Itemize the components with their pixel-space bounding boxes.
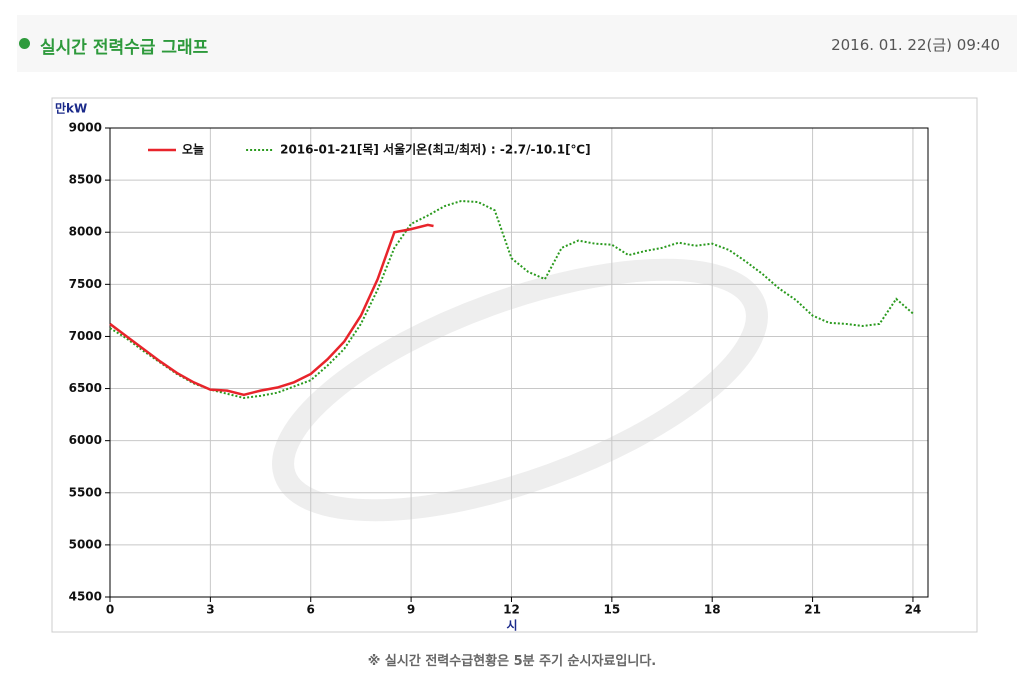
header-bar (17, 15, 1017, 72)
y-tick-label: 8000 (69, 225, 102, 239)
legend-label: 오늘 (182, 143, 204, 157)
x-tick-label: 18 (704, 603, 721, 617)
x-tick-label: 24 (905, 603, 922, 617)
watermark (272, 258, 768, 522)
y-unit: 만kW (55, 101, 87, 116)
y-tick-label: 6000 (69, 433, 102, 447)
y-tick-label: 7500 (69, 277, 102, 291)
plot-border (109, 127, 929, 598)
y-tick-label: 5000 (69, 537, 102, 551)
x-axis-label: 시 (506, 619, 517, 633)
y-tick-label: 8500 (69, 173, 102, 187)
x-tick-label: 9 (407, 603, 415, 617)
legend-label: 2016-01-21[목] 서울기온(최고/최저) : -2.7/-10.1[℃… (280, 142, 590, 157)
chart-frame (51, 97, 978, 633)
x-tick-label: 6 (307, 603, 315, 617)
y-tick-label: 6500 (69, 381, 102, 395)
y-tick-label: 9000 (69, 121, 102, 135)
bullet-icon (19, 38, 30, 49)
y-tick-label: 4500 (69, 590, 102, 604)
x-tick-label: 12 (503, 603, 520, 617)
series-line (109, 223, 434, 397)
datetime: 2016. 01. 22(금) 09:40 (831, 36, 1000, 54)
y-tick-label: 7000 (69, 329, 102, 343)
series-line (109, 199, 914, 399)
x-tick-label: 15 (603, 603, 620, 617)
page-title: 실시간 전력수급 그래프 (40, 38, 209, 58)
x-tick-label: 0 (106, 603, 114, 617)
y-tick-label: 5500 (69, 485, 102, 499)
footer-note: ※ 실시간 전력수급현황은 5분 주기 순시자료입니다. (367, 654, 657, 669)
x-tick-label: 21 (804, 603, 821, 617)
x-tick-label: 3 (206, 603, 214, 617)
